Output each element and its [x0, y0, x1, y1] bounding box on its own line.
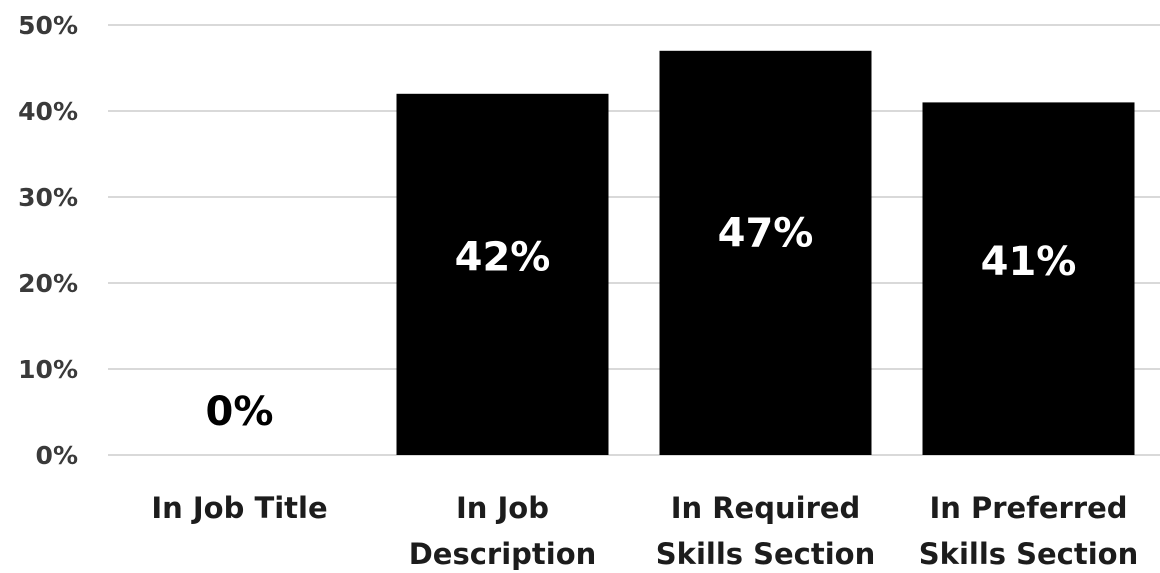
data-labels: 0% 42% 47% 41%: [206, 211, 1077, 435]
data-label: 47%: [718, 211, 814, 257]
x-category-label-line: In Job: [456, 491, 549, 525]
bar: [396, 93, 609, 456]
x-axis-category-labels: In Job Title In Job Description In Required…: [151, 491, 1138, 571]
y-tick-label: 50%: [18, 11, 78, 40]
data-label: 42%: [455, 234, 551, 280]
data-label: 41%: [981, 239, 1077, 285]
y-axis-tick-labels: 0% 10% 20% 30% 40% 50%: [18, 11, 78, 470]
bar: [922, 102, 1135, 456]
x-category-label: In Job Title: [151, 491, 327, 525]
bars: [396, 50, 1135, 456]
y-tick-label: 30%: [18, 183, 78, 212]
data-label: 0%: [206, 389, 274, 435]
y-tick-label: 10%: [18, 355, 78, 384]
x-category-label-line: Skills Section: [919, 537, 1138, 571]
x-category-label: In Required Skills Section: [656, 491, 875, 571]
x-category-label-line: Description: [409, 537, 597, 571]
x-category-label-line: In Job Title: [151, 491, 327, 525]
x-category-label-line: Skills Section: [656, 537, 875, 571]
bar: [659, 50, 872, 456]
y-tick-label: 0%: [36, 441, 78, 470]
y-tick-label: 20%: [18, 269, 78, 298]
x-category-label: In Job Description: [409, 491, 597, 571]
x-category-label: In Preferred Skills Section: [919, 491, 1138, 571]
x-category-label-line: In Required: [671, 491, 861, 525]
y-tick-label: 40%: [18, 97, 78, 126]
x-category-label-line: In Preferred: [929, 491, 1127, 525]
